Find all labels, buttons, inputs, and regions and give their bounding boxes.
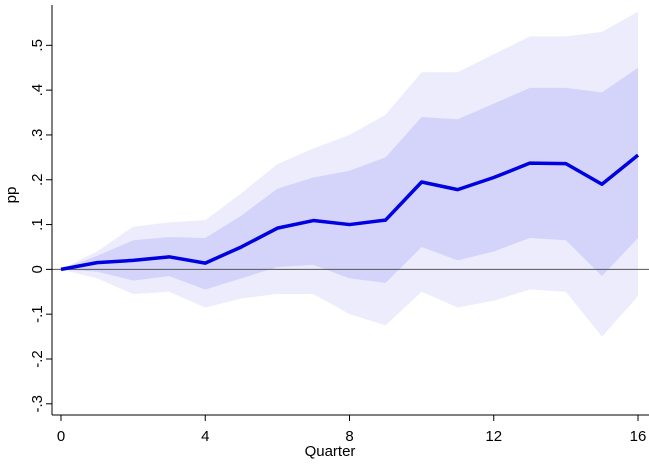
confidence-band bbox=[61, 67, 638, 290]
y-tick-label: -.1 bbox=[29, 305, 46, 323]
x-tick-label: 0 bbox=[57, 428, 65, 445]
x-tick-label: 16 bbox=[630, 428, 647, 445]
x-axis-label: Quarter bbox=[305, 443, 356, 460]
x-tick-label: 8 bbox=[345, 428, 353, 445]
y-tick-label: .5 bbox=[29, 39, 46, 52]
y-tick-label: .4 bbox=[29, 84, 46, 97]
y-tick-label: 0 bbox=[29, 265, 46, 273]
y-tick-label: -.3 bbox=[29, 395, 46, 413]
y-tick-label: .2 bbox=[29, 173, 46, 186]
y-tick-label: .1 bbox=[29, 218, 46, 231]
y-tick-label: .3 bbox=[29, 129, 46, 142]
x-tick-label: 12 bbox=[485, 428, 502, 445]
x-tick-label: 4 bbox=[201, 428, 209, 445]
line bbox=[60, 153, 640, 272]
y-tick-label: -.2 bbox=[29, 350, 46, 368]
y-axis-label: pp bbox=[3, 187, 20, 204]
